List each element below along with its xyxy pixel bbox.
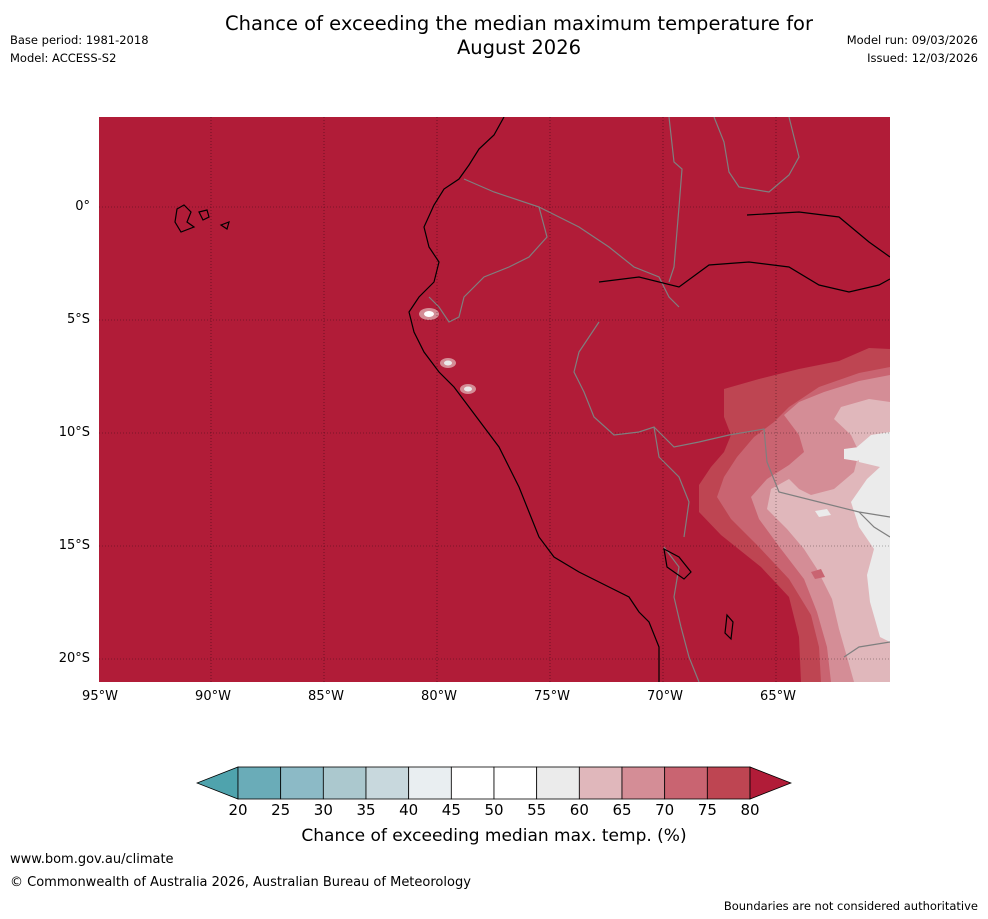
colorbar-swatch-35-40 xyxy=(365,766,410,800)
border-brazil-bolivia-east xyxy=(858,511,890,538)
coastline-amazon-river xyxy=(598,261,890,293)
coastline-pacific xyxy=(408,117,660,682)
colorbar-tick-35: 35 xyxy=(356,801,376,819)
colorbar-swatch-70-75 xyxy=(664,766,708,800)
coastal-spots xyxy=(419,308,476,394)
colorbar-tick-40: 40 xyxy=(399,801,419,819)
map-title-line2: August 2026 xyxy=(456,36,582,59)
coastline-galapagos-2 xyxy=(198,209,210,221)
lon-label-95w: 95°W xyxy=(82,689,118,704)
spot-3-core xyxy=(464,386,472,392)
colorbar-swatches xyxy=(196,766,792,800)
lat-label-15s: 15°S xyxy=(58,538,90,553)
coastline-galapagos-3 xyxy=(219,221,230,230)
border-peru-bolivia xyxy=(653,426,890,518)
footer-url: www.bom.gov.au/climate xyxy=(10,852,174,867)
colorbar xyxy=(196,766,792,800)
coastline-lake-poopo xyxy=(724,613,734,641)
border-peru-brazil xyxy=(573,321,690,538)
colorbar-tick-55: 55 xyxy=(527,801,547,819)
colorbar-tick-20: 20 xyxy=(228,801,248,819)
colorbar-swatch-20-25 xyxy=(237,766,282,800)
colorbar-tick-60: 60 xyxy=(569,801,589,819)
base-period: Base period: 1981-2018 xyxy=(10,33,149,47)
coastline-titicaca xyxy=(663,547,692,580)
contour-55-island-2 xyxy=(815,509,831,517)
border-bolivia-chile xyxy=(663,546,700,682)
model-name: Model: ACCESS-S2 xyxy=(10,51,117,65)
probability-map xyxy=(99,117,890,682)
map-title-line1: Chance of exceeding the median maximum t… xyxy=(224,12,814,35)
spot-1-core xyxy=(424,311,434,317)
colorbar-tick-45: 45 xyxy=(441,801,461,819)
lon-label-65w: 65°W xyxy=(760,689,796,704)
lat-label-0: 0° xyxy=(75,199,90,214)
map-panel xyxy=(99,117,890,682)
graticule xyxy=(99,117,890,682)
colorbar-swatch-55-60 xyxy=(536,766,580,800)
lat-label-20s: 20°S xyxy=(58,651,90,666)
colorbar-swatch-50-55 xyxy=(493,766,538,800)
country-borders xyxy=(428,117,890,682)
issued-date: Issued: 12/03/2026 xyxy=(867,51,978,65)
colorbar-swatch-60-65 xyxy=(578,766,623,800)
contour-55-island xyxy=(844,447,867,461)
coastline xyxy=(174,117,890,682)
lat-label-10s: 10°S xyxy=(58,425,90,440)
contour-55 xyxy=(851,432,890,642)
footer-disclaimer: Boundaries are not considered authoritat… xyxy=(723,899,978,913)
model-run-date: Model run: 09/03/2026 xyxy=(846,33,978,47)
lon-label-70w: 70°W xyxy=(647,689,683,704)
colorbar-tick-25: 25 xyxy=(271,801,291,819)
meta-left: Base period: 1981-2018 Model: ACCESS-S2 xyxy=(10,31,149,67)
contour-60 xyxy=(767,399,890,682)
coastline-atlantic-north xyxy=(746,211,890,258)
lon-label-80w: 80°W xyxy=(421,689,457,704)
lon-label-75w: 75°W xyxy=(534,689,570,704)
colorbar-swatch-75-80 xyxy=(706,766,751,800)
coastline-galapagos-1 xyxy=(174,204,196,233)
footer-copyright: © Commonwealth of Australia 2026, Austra… xyxy=(10,875,471,890)
colorbar-over-arrow xyxy=(749,766,792,800)
lon-label-85w: 85°W xyxy=(308,689,344,704)
colorbar-swatch-45-50 xyxy=(450,766,495,800)
border-colombia-venezuela xyxy=(538,206,680,308)
spot-2-core xyxy=(444,360,452,366)
colorbar-tick-80: 80 xyxy=(740,801,760,819)
colorbar-tick-65: 65 xyxy=(612,801,632,819)
border-venezuela-brazil xyxy=(713,117,800,193)
colorbar-swatch-65-70 xyxy=(621,766,666,800)
colorbar-swatch-40-45 xyxy=(408,766,452,800)
colorbar-tick-30: 30 xyxy=(313,801,333,819)
contour-70-spot xyxy=(811,569,825,579)
colorbar-swatch-30-35 xyxy=(322,766,367,800)
colorbar-under-arrow xyxy=(196,766,239,800)
meta-right: Model run: 09/03/2026 Issued: 12/03/2026 xyxy=(847,31,978,67)
border-bolivia-paraguay xyxy=(843,641,890,658)
colorbar-tick-50: 50 xyxy=(484,801,504,819)
colorbar-swatch-25-30 xyxy=(280,766,324,800)
colorbar-tick-70: 70 xyxy=(655,801,675,819)
border-venezuela-north xyxy=(668,117,683,283)
colorbar-tick-75: 75 xyxy=(697,801,717,819)
border-colombia-ecuador-peru xyxy=(428,178,548,323)
lat-label-5s: 5°S xyxy=(66,312,90,327)
colorbar-label: Chance of exceeding median max. temp. (%… xyxy=(301,826,687,846)
lon-label-90w: 90°W xyxy=(195,689,231,704)
map-title: Chance of exceeding the median maximum t… xyxy=(150,12,888,60)
